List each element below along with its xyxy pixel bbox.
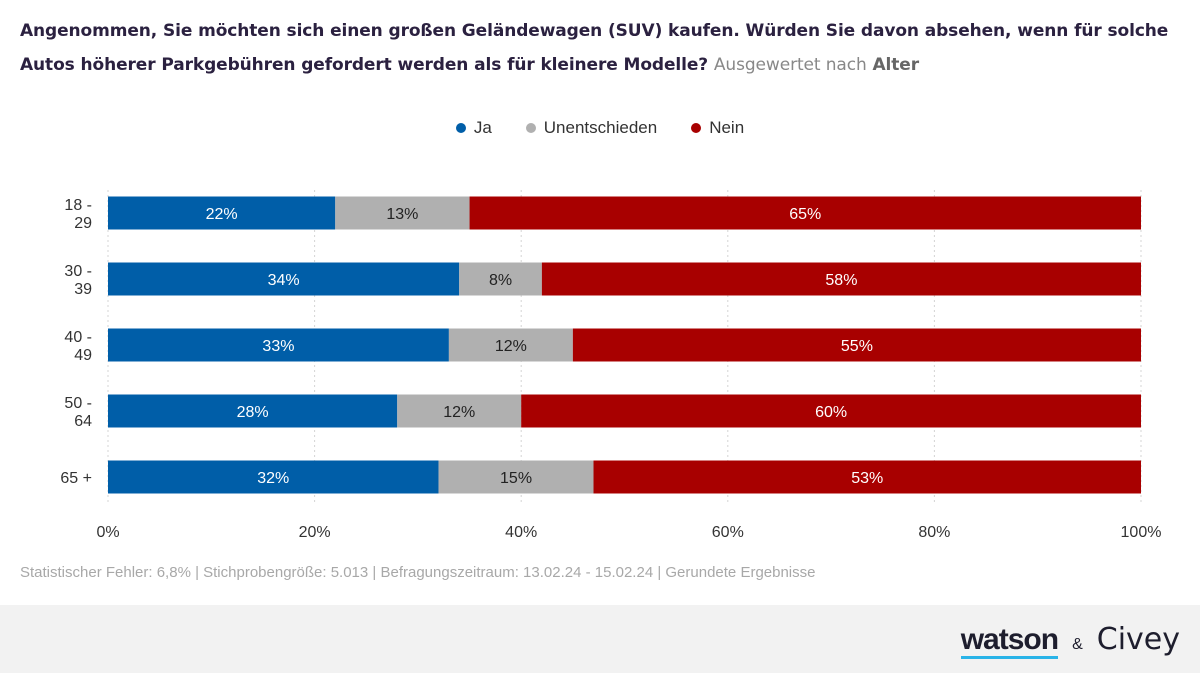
bar-segment (593, 460, 1141, 494)
legend-dot-unentschieden (525, 123, 536, 133)
data-label: 8% (489, 272, 512, 289)
x-tick-label: 0% (96, 524, 119, 540)
data-label: 22% (206, 206, 238, 223)
bar-segment (108, 460, 439, 494)
data-label: 34% (268, 272, 300, 289)
x-tick-label: 60% (712, 524, 744, 540)
footnote: Statistischer Fehler: 6,8% | Stichproben… (20, 564, 816, 581)
data-label: 58% (825, 272, 857, 289)
y-category-label: 40 - (64, 329, 92, 346)
data-label: 28% (237, 404, 269, 421)
bar-segment (108, 262, 460, 296)
bar-segment (541, 262, 1141, 296)
data-label: 55% (841, 338, 873, 355)
y-category-label: 50 - (64, 395, 92, 412)
bar-segment (335, 196, 470, 230)
y-category-label: 39 (74, 281, 92, 298)
legend-item-nein[interactable]: Nein (691, 118, 744, 138)
legend-label-nein: Nein (709, 118, 745, 137)
bar-segment (108, 328, 449, 362)
y-category-label: 65 + (60, 470, 92, 487)
data-label: 53% (851, 470, 883, 487)
bar-segment (397, 394, 522, 428)
title-main: Angenommen, Sie möchten sich einen große… (20, 21, 1169, 75)
bar-segment (572, 328, 1141, 362)
legend-dot-ja (455, 123, 466, 133)
x-tick-label: 100% (1121, 524, 1162, 540)
legend: Ja Unentschieden Nein (0, 118, 1200, 138)
brand-logos: watson & Civey (960, 622, 1180, 659)
legend-label-ja: Ja (473, 118, 492, 137)
bar-segment (438, 460, 594, 494)
bar-segment (108, 394, 398, 428)
legend-item-unentschieden[interactable]: Unentschieden (525, 118, 658, 138)
y-category-label: 29 (74, 215, 92, 232)
data-label: 13% (386, 206, 418, 223)
title-sub: Ausgewertet nach (713, 55, 867, 75)
civey-logo: Civey (1096, 622, 1180, 657)
bar-segment (469, 196, 1141, 230)
data-label: 60% (815, 404, 847, 421)
footer: watson & Civey (0, 605, 1200, 673)
chart-title: Angenommen, Sie möchten sich einen große… (20, 14, 1180, 82)
data-label: 12% (495, 338, 527, 355)
title-sub-bold: Alter (872, 55, 920, 75)
bar-segment (521, 394, 1141, 428)
x-tick-label: 80% (918, 524, 950, 540)
watson-logo: watson (960, 625, 1059, 659)
data-label: 32% (257, 470, 289, 487)
y-category-label: 18 - (64, 197, 92, 214)
data-label: 65% (789, 206, 821, 223)
data-label: 33% (262, 338, 294, 355)
stacked-bar-chart: 0% 20% 40% 60% 80% 100% 22% 13% 65% 18 -29 34% 8% 58… (60, 190, 1162, 540)
bar-segment (459, 262, 542, 296)
brand-ampersand: & (1072, 636, 1083, 653)
data-label: 12% (443, 404, 475, 421)
y-category-label: 49 (74, 347, 92, 364)
legend-dot-nein (691, 123, 702, 133)
legend-item-ja[interactable]: Ja (455, 118, 492, 138)
bar-segment (108, 196, 336, 230)
x-tick-label: 20% (299, 524, 331, 540)
y-category-label: 30 - (64, 263, 92, 280)
y-category-label: 64 (74, 413, 92, 430)
bar-segment (448, 328, 573, 362)
data-label: 15% (500, 470, 532, 487)
x-tick-label: 40% (505, 524, 537, 540)
legend-label-unentschieden: Unentschieden (543, 118, 658, 137)
